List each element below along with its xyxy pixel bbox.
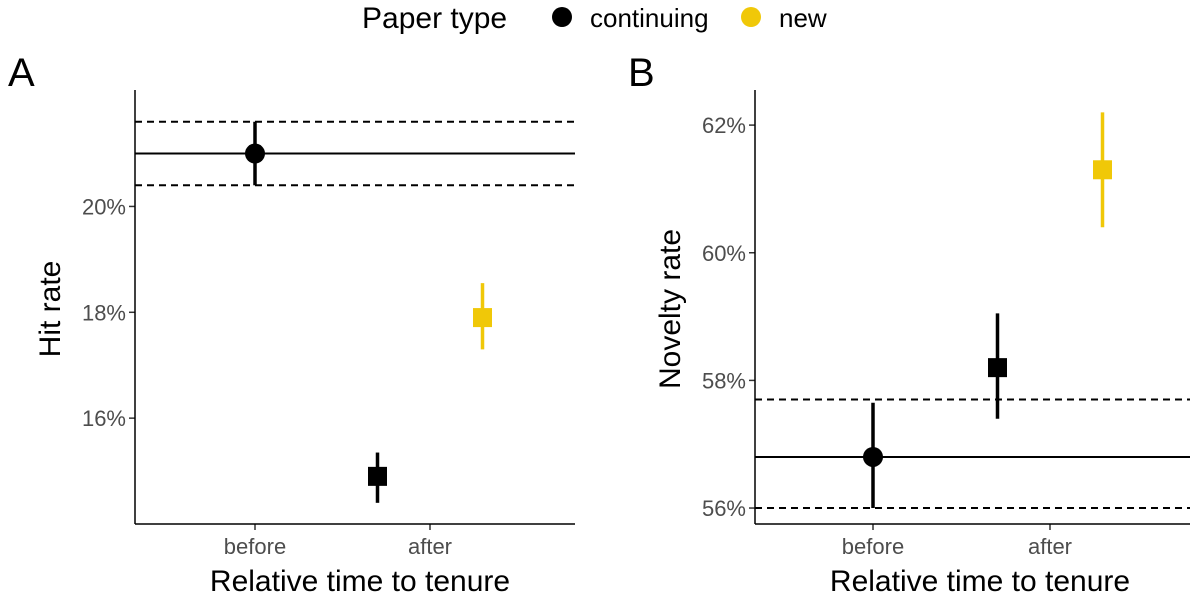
panel-a-y-tick-label: 20%: [82, 194, 126, 219]
panel-a-x-tick-label: after: [408, 534, 452, 559]
panel-b-x-tick-label: before: [842, 534, 904, 559]
panel-b: B 56% 58% 60% 62% before after Relative time…: [628, 51, 1190, 598]
panel-b-point-new-after: [1093, 160, 1112, 180]
panel-b-x-tick-label: after: [1028, 534, 1072, 559]
panel-a-y-tick-label: 16%: [82, 406, 126, 431]
panel-b-y-tick-label: 60%: [702, 241, 746, 266]
panel-a-y-tick-label: 18%: [82, 300, 126, 325]
panel-b-letter: B: [628, 51, 655, 95]
legend-title: Paper type: [362, 2, 507, 35]
panel-b-y-tick-label: 62%: [702, 113, 746, 138]
panel-a-point-new-after: [473, 308, 492, 328]
panel-a-x-tick-label: before: [224, 534, 286, 559]
panel-a-point-continuing-before: [245, 143, 265, 164]
panel-b-point-continuing-after: [988, 358, 1007, 378]
panel-b-point-continuing-before: [863, 446, 883, 467]
legend-marker-new: [741, 7, 761, 27]
panel-b-y-tick-label: 58%: [702, 368, 746, 393]
panel-a-point-continuing-after: [368, 466, 387, 486]
legend-marker-continuing: [552, 7, 572, 27]
panel-b-y-tick-label: 56%: [702, 496, 746, 521]
legend-label-continuing: continuing: [590, 3, 709, 33]
panel-b-x-title: Relative time to tenure: [830, 565, 1130, 598]
panel-b-y-title: Novelty rate: [654, 229, 687, 389]
legend-label-new: new: [779, 3, 827, 33]
panel-a-x-title: Relative time to tenure: [210, 565, 510, 598]
panel-a-letter: A: [8, 51, 35, 95]
panel-a-y-title: Hit rate: [34, 261, 67, 358]
panel-a: A 16% 18% 20% before after Relative time to…: [8, 51, 575, 598]
legend: Paper type continuing new: [362, 2, 827, 35]
